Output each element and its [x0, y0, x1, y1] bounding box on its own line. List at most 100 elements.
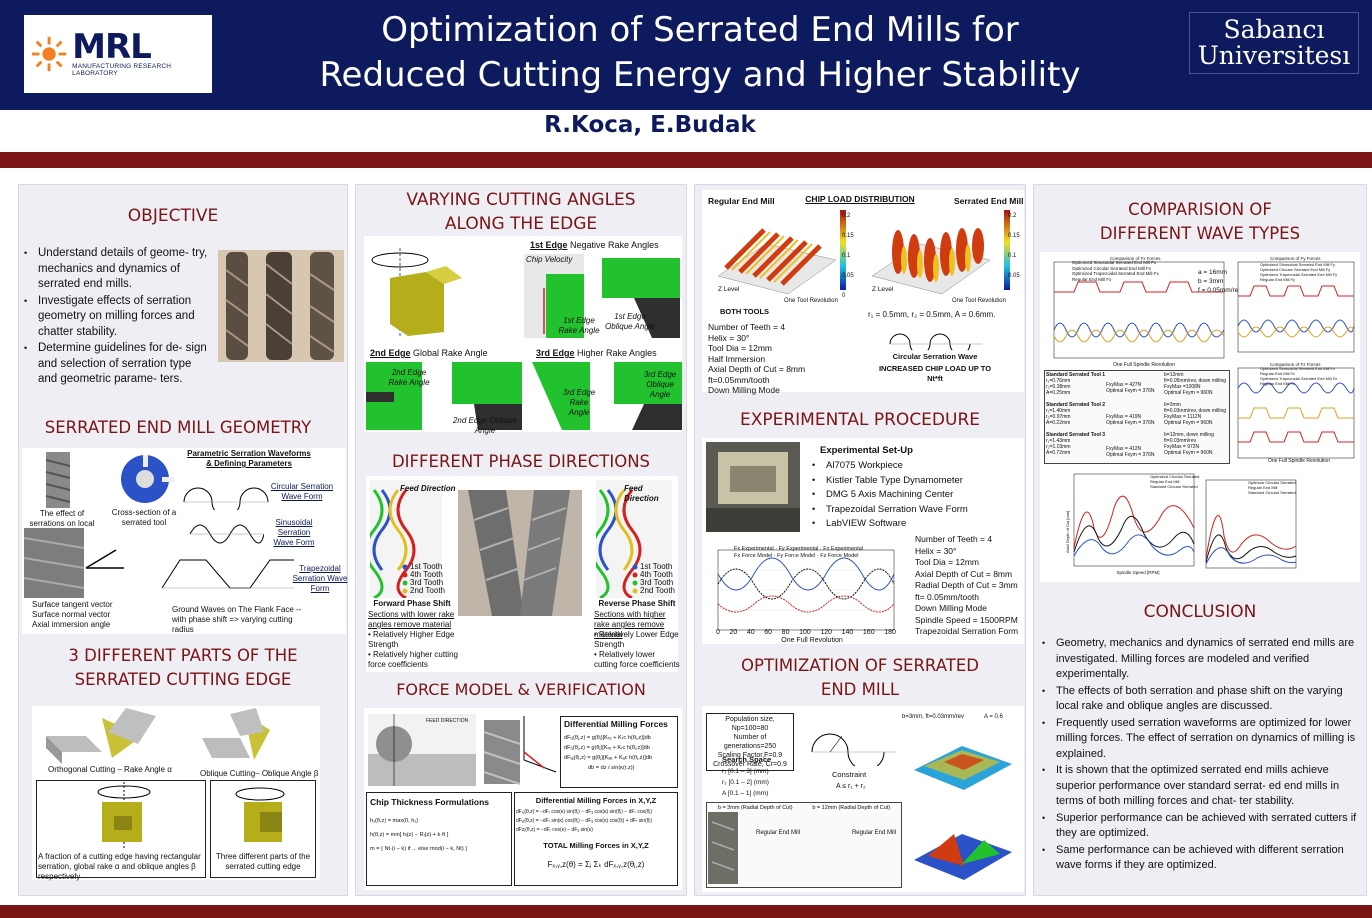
fraction-caption: A fraction of a cutting edge having rect… — [38, 852, 201, 881]
setup-title: Experimental Set-Up — [820, 445, 913, 456]
optimization-title-line: OPTIMIZATION OF SERRATED — [741, 656, 979, 675]
comparison-table-mid: FxyMax = 427N Optimal Fxym = 376N FxyMax… — [1106, 382, 1162, 458]
table-cell: b=12mm, down milling — [1164, 432, 1214, 438]
setup-item: Al7075 Workpiece — [810, 459, 1020, 473]
table-cell: b=3mm — [1164, 402, 1181, 408]
fxy-value: FxyMax = 427N — [1106, 382, 1142, 388]
comparison-table-right: b=12mm ft=0.05mm/rev, down milling FxyMa… — [1164, 372, 1228, 456]
colorbar-tick: 0.05 — [842, 273, 854, 279]
colorbar-tick: 0.15 — [842, 233, 854, 239]
x-tick: 40 — [746, 629, 755, 636]
reverse-item: • Relatively Lower Edge Strength — [594, 630, 679, 649]
oblique-2-label: 2nd Edge Oblique Angle — [452, 416, 518, 435]
rectangular-serration-diagram — [97, 782, 151, 848]
equation: dFᵣⱼ(θⱼ,z) = g(θⱼ)[Kᵣₑ + Kᵣc h(θⱼ,z)]db — [564, 745, 650, 751]
rake-1-label: 1st Edge Rake Angle — [558, 316, 600, 335]
ga-param: Scaling Factor,F=0.9 — [717, 752, 783, 759]
equation: h(θ,z) = min[ hᵢ(z) − Rᵢ(z) + k·ft ] — [370, 832, 449, 838]
conclusion-bullet: Superior performance can be achieved wit… — [1040, 811, 1358, 842]
ga-params: Population size, Np=100=80 Number of gen… — [706, 713, 794, 771]
fz-chart-title: Comparison of Fz Forces — [1270, 362, 1321, 367]
edge3-desc: Higher Rake Angles — [577, 348, 657, 358]
conclusion-bullet: Geometry, mechanics and dynamics of serr… — [1040, 636, 1358, 683]
fx-comparison-chart — [1053, 261, 1225, 359]
both-tools-label: BOTH TOOLS — [720, 307, 770, 316]
rake-3-label: 3rd Edge Rake Angle — [562, 388, 596, 417]
conclusion-bullet: The effects of both serration and phase … — [1040, 684, 1358, 715]
objective-bullet: Determine guidelines for de- sign and se… — [22, 341, 212, 388]
fxy-value: Optimal Fxym = 376N — [1106, 452, 1155, 458]
vector-label: Surface tangent vector — [32, 600, 113, 609]
edge3-diagram — [532, 362, 682, 430]
colorbar-tick: 0.15 — [1008, 233, 1020, 239]
param: Down Milling Mode — [708, 385, 780, 395]
equation: m = { Nt·(i − k) if ... else mod(i − k, … — [370, 846, 468, 852]
tooth-label: 3rd Tooth — [410, 578, 444, 587]
mrl-wordmark: MRL — [72, 27, 152, 67]
circular-wave-diagram — [889, 333, 982, 350]
tool-value: A=0.22mm — [1046, 420, 1071, 426]
legend-item: Standard Circular Serrated — [1150, 484, 1198, 489]
trapezoidal-label: Trapezoidal Serration Wave Form — [292, 564, 348, 593]
tool-value: r₁=1.40mm — [1046, 408, 1071, 414]
constraint-label: Constraint — [832, 770, 867, 779]
serrated-colorbar-ticks: 0.2 0.15 0.1 0.05 — [1008, 206, 1026, 286]
phase-legend-left — [402, 564, 408, 594]
authors: R.Koca, E.Budak — [544, 112, 756, 138]
objective-title: OBJECTIVE — [127, 206, 219, 226]
mrl-logo: MRL MANUFACTURING RESEARCH LABORATORY — [24, 15, 212, 93]
ga-param: Number of generations=250 — [723, 734, 777, 750]
vector-labels: Surface tangent vector Surface normal ve… — [32, 600, 152, 630]
cross-section-icon — [121, 455, 174, 503]
param: Number of Teeth = 4 — [708, 322, 786, 332]
normal-vector-diagram — [24, 528, 124, 598]
forward-item-text: Relatively Higher Edge Strength — [368, 630, 455, 649]
legend-item: Fx Force Model — [734, 553, 773, 559]
legend-item: Optimized Trapezoidal Serrated End Mill … — [1072, 271, 1159, 276]
table-cell: FxyMax = 1112N — [1164, 414, 1202, 420]
param: Tool Dia = 12mm — [708, 343, 773, 353]
chip-load-title: CHIP LOAD DISTRIBUTION — [805, 194, 915, 204]
optimization-title: OPTIMIZATION OF SERRATED END MILL — [694, 654, 1026, 702]
fx-chart-title: Comparison of Fx Forces — [1110, 256, 1161, 261]
setup-item: LabVIEW Software — [810, 517, 1020, 531]
waveforms-title: Parametric Serration Waveforms & Definin… — [187, 449, 311, 468]
varying-title: VARYING CUTTING ANGLES ALONG THE EDGE — [355, 188, 687, 236]
tool-value: A=0.25mm — [1046, 390, 1071, 396]
fz-comparison-chart — [1237, 367, 1355, 459]
table-cell: b=12mm — [1164, 372, 1184, 378]
x-tick: 120 — [820, 629, 833, 636]
edge3-label: 3rd Edge — [536, 348, 575, 358]
equation: dFᵧⱼ(θ,z) = −dFᵣ sin(κ) cos(θⱼ) − dFₐ co… — [516, 818, 653, 824]
param: ft= 0.05mm/tooth — [915, 591, 980, 602]
param: Radial Depth of Cut = 3mm — [915, 580, 1018, 590]
regular-end-mill-label: Regular End Mill — [708, 196, 775, 206]
fz-xlabel: One Full Spindle Revolution — [1268, 458, 1330, 464]
param: a = 16mm — [1198, 269, 1228, 276]
fx-xlabel: One Full Spindle Revolution — [1113, 362, 1175, 368]
param: Tool Dia = 12mm — [915, 557, 980, 567]
setup-photo — [706, 442, 800, 532]
vector-label: Surface normal vector — [32, 610, 111, 619]
serrated-tool-image — [45, 452, 71, 508]
varying-title-line: VARYING CUTTING ANGLES — [406, 190, 636, 210]
search-range: r₁ [0.1 – 3] (mm) — [722, 768, 769, 775]
table-head: b = 3mm (Radial Depth of Cut) b = 12mm (… — [708, 803, 900, 813]
tooth-label: 1st Tooth — [410, 562, 443, 571]
serrated-xlabel: One Tool Revolution — [952, 298, 1006, 304]
optimization-surface-2 — [914, 834, 1012, 880]
tooth-legend-left: 1st Tooth 4th Tooth 3rd Tooth 2nd Tooth — [410, 563, 450, 595]
equation: h₁(θ,z) = max(0, h₁) — [370, 818, 419, 824]
param: Helix = 30° — [708, 332, 750, 343]
serrated-end-mill-photo — [218, 250, 344, 362]
tool-value: r₁=1.43mm — [1046, 438, 1071, 444]
x-tick: 180 — [884, 629, 896, 636]
objective-bullet: Investigate effects of serration geometr… — [22, 294, 212, 341]
setup-list: Al7075 Workpiece Kistler Table Type Dyna… — [810, 459, 1020, 532]
fraction-box — [36, 780, 206, 878]
x-tick: 60 — [764, 629, 773, 636]
table-cell: FxyMax = 972N — [1164, 444, 1200, 450]
colorbar-tick: 0 — [842, 293, 846, 299]
serrated-end-mill-label: Serrated End Mill — [954, 196, 1024, 206]
